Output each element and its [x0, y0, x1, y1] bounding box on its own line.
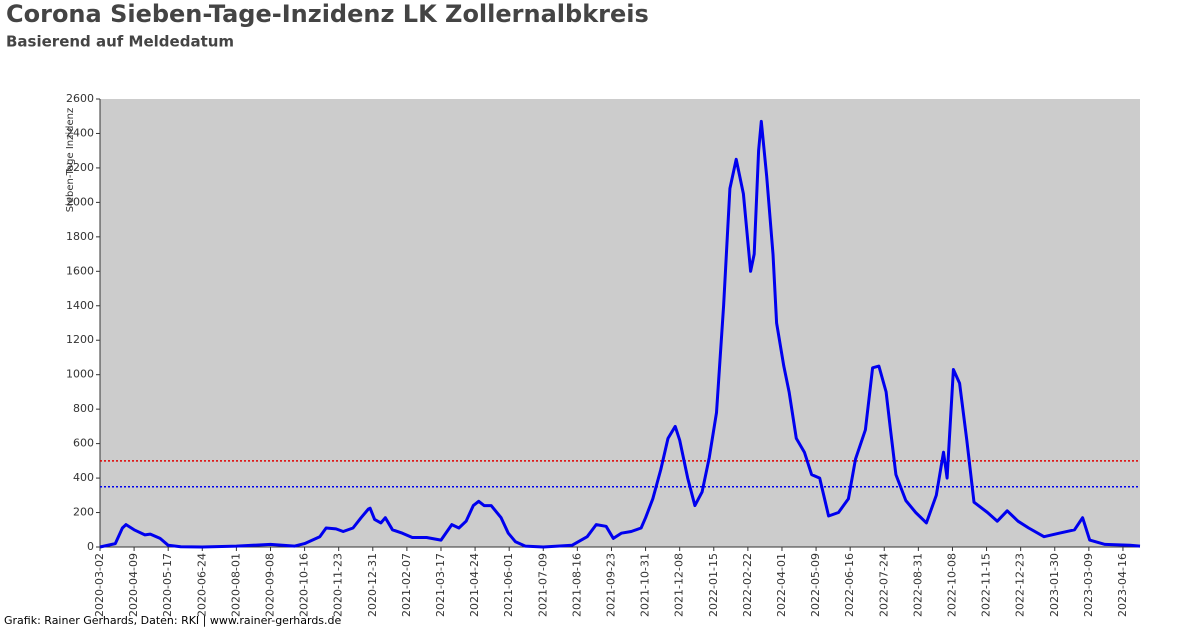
x-tick-label: 2020-04-09	[127, 553, 140, 617]
x-tick-label: 2021-04-24	[468, 553, 481, 617]
y-tick-label: 1000	[66, 368, 94, 381]
x-tick-label: 2021-06-01	[502, 553, 515, 617]
y-tick-label: 600	[73, 437, 94, 450]
y-tick-label: 2000	[66, 195, 94, 208]
x-tick-label: 2023-01-30	[1048, 553, 1061, 617]
footer: Grafik: Rainer Gerhards, Daten: RKI | ww…	[4, 614, 342, 627]
x-tick-label: 2020-09-08	[263, 553, 276, 617]
x-tick-label: 2020-06-24	[195, 553, 208, 617]
x-tick-label: 2023-04-16	[1116, 553, 1129, 617]
x-tick-label: 2020-10-16	[298, 553, 311, 617]
x-tick-label: 2022-12-23	[1014, 553, 1027, 617]
plot-area	[100, 99, 1140, 547]
y-tick-label: 1800	[66, 230, 94, 243]
x-tick-label: 2022-08-31	[911, 553, 924, 617]
y-tick-label: 200	[73, 506, 94, 519]
y-tick-label: 0	[87, 540, 94, 553]
x-tick-label: 2021-07-09	[536, 553, 549, 617]
x-tick-label: 2020-03-02	[93, 553, 106, 617]
x-tick-label: 2022-02-22	[741, 553, 754, 617]
x-tick-label: 2020-12-31	[366, 553, 379, 617]
x-tick-label: 2021-12-08	[673, 553, 686, 617]
x-tick-label: 2022-06-16	[843, 553, 856, 617]
y-tick-label: 2200	[66, 161, 94, 174]
x-tick-label: 2020-05-17	[161, 553, 174, 617]
x-tick-label: 2021-10-31	[639, 553, 652, 617]
data-line	[99, 119, 1141, 549]
x-tick-label: 2021-02-07	[400, 553, 413, 617]
x-tick-label: 2022-04-01	[775, 553, 788, 617]
y-tick-label: 2400	[66, 126, 94, 139]
chart-subtitle: Basierend auf Meldedatum	[6, 33, 234, 51]
x-tick-label: 2020-08-01	[229, 553, 242, 617]
x-tick-label: 2021-09-23	[604, 553, 617, 617]
x-tick-label: 2022-07-24	[877, 553, 890, 617]
x-tick-label: 2022-11-15	[980, 553, 993, 617]
y-tick-label: 400	[73, 471, 94, 484]
x-tick-label: 2021-03-17	[434, 553, 447, 617]
y-tick-label: 1200	[66, 333, 94, 346]
x-tick-label: 2020-11-23	[332, 553, 345, 617]
x-tick-label: 2021-08-16	[570, 553, 583, 617]
y-tick-label: 2600	[66, 92, 94, 105]
x-tick-label: 2022-10-08	[945, 553, 958, 617]
x-tick-label: 2022-05-09	[809, 553, 822, 617]
y-tick-label: 1600	[66, 264, 94, 277]
y-tick-label: 800	[73, 402, 94, 415]
y-tick-label: 1400	[66, 299, 94, 312]
chart-title: Corona Sieben-Tage-Inzidenz LK Zollernal…	[6, 0, 649, 28]
x-tick-label: 2023-03-09	[1082, 553, 1095, 617]
x-tick-label: 2022-01-15	[707, 553, 720, 617]
y-axis-label: Sieben-Tage Inzidenz	[65, 108, 76, 212]
